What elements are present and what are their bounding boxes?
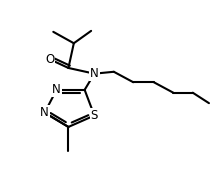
- Text: N: N: [40, 106, 49, 119]
- Text: N: N: [90, 67, 99, 80]
- Text: O: O: [45, 53, 55, 66]
- Text: S: S: [91, 109, 98, 122]
- Text: N: N: [52, 83, 61, 96]
